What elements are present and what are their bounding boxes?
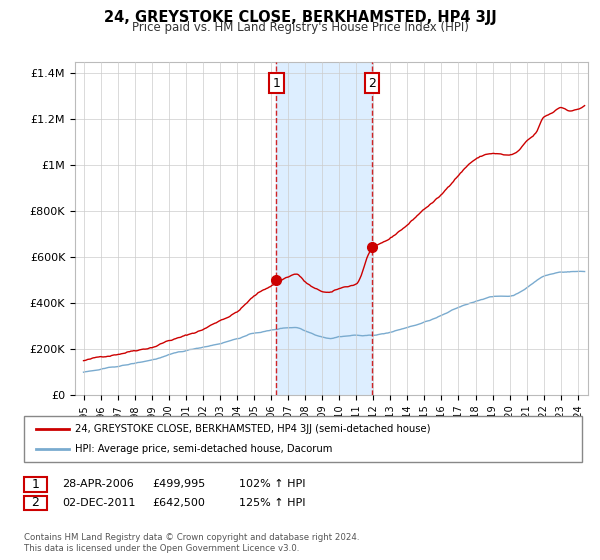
Text: 24, GREYSTOKE CLOSE, BERKHAMSTED, HP4 3JJ (semi-detached house): 24, GREYSTOKE CLOSE, BERKHAMSTED, HP4 3J… [75,424,431,434]
Text: £499,995: £499,995 [152,479,205,489]
Text: Price paid vs. HM Land Registry's House Price Index (HPI): Price paid vs. HM Land Registry's House … [131,21,469,34]
Text: 2: 2 [31,496,40,510]
Text: 2: 2 [368,77,376,90]
Text: Contains HM Land Registry data © Crown copyright and database right 2024.
This d: Contains HM Land Registry data © Crown c… [24,533,359,553]
Text: 1: 1 [272,77,280,90]
Text: HPI: Average price, semi-detached house, Dacorum: HPI: Average price, semi-detached house,… [75,444,332,454]
Text: 02-DEC-2011: 02-DEC-2011 [62,498,136,508]
Text: £642,500: £642,500 [152,498,205,508]
Text: 28-APR-2006: 28-APR-2006 [62,479,134,489]
Text: 102% ↑ HPI: 102% ↑ HPI [239,479,305,489]
Text: 24, GREYSTOKE CLOSE, BERKHAMSTED, HP4 3JJ: 24, GREYSTOKE CLOSE, BERKHAMSTED, HP4 3J… [104,10,496,25]
Text: 1: 1 [31,478,40,491]
Text: 125% ↑ HPI: 125% ↑ HPI [239,498,305,508]
Bar [277,62,372,395]
